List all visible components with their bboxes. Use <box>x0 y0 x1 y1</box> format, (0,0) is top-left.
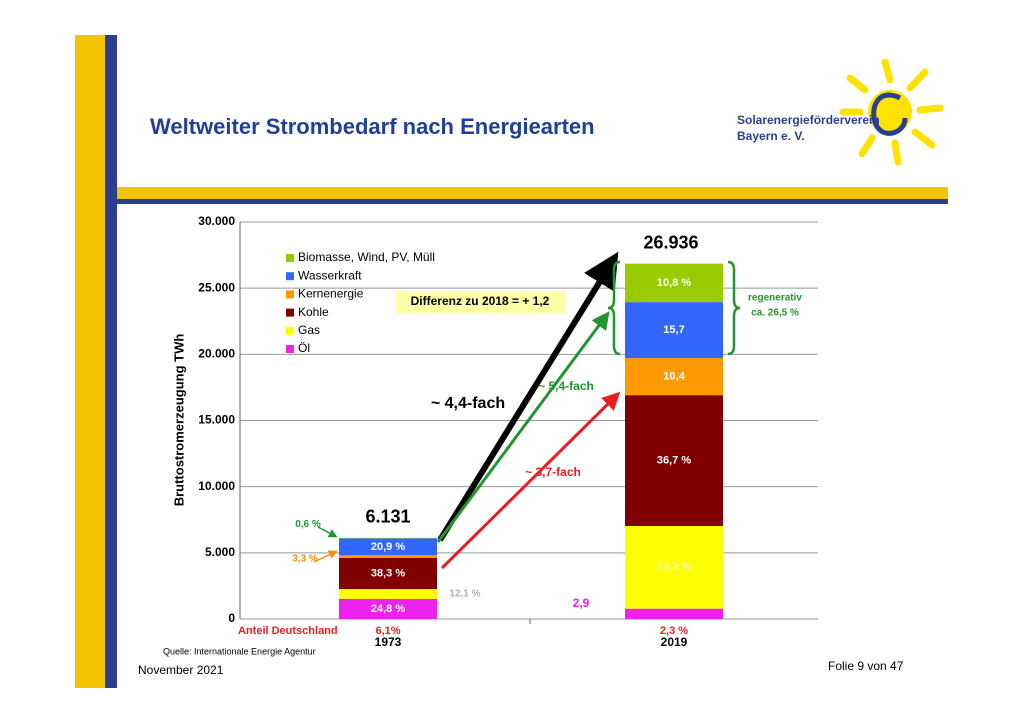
arrow-fossil <box>440 391 621 570</box>
legend-swatch <box>286 272 294 281</box>
segment-label: 20,9 % <box>371 541 405 553</box>
legend-swatch <box>286 326 294 335</box>
logo <box>839 58 944 166</box>
legend-label: Kohle <box>298 305 329 319</box>
bar-segment <box>339 598 437 619</box>
segment-label: 38,3 % <box>371 567 405 579</box>
legend-label: Gas <box>298 323 320 337</box>
legend-swatch <box>286 254 294 262</box>
difference-box <box>395 291 565 313</box>
side-bar-blue <box>105 35 117 688</box>
bar-segment <box>625 395 723 526</box>
arrow-total <box>437 251 619 542</box>
band-yellow <box>117 187 948 199</box>
annotation: Differenz zu 2018 = + 1,2 <box>411 294 550 308</box>
bar-segment <box>625 302 723 359</box>
annotation: ~ 5,4-fach <box>538 379 594 393</box>
y-tick-label: 20.000 <box>198 347 235 361</box>
segment-label: 36,7 % <box>657 454 691 466</box>
segment-label: 12,1 % <box>449 589 480 600</box>
segment-label: 10,8 % <box>657 277 691 289</box>
brace-right <box>727 260 741 356</box>
logo-text: Solarenergieförderverein <box>737 113 880 127</box>
legend-label: Öl <box>298 341 310 355</box>
legend-swatch <box>286 308 294 317</box>
source: Quelle: Internationale Energie Agentur <box>163 646 316 656</box>
date: November 2021 <box>138 663 224 677</box>
segment-label: 3,3 % <box>292 553 318 564</box>
pointer <box>317 526 338 538</box>
legend-swatch <box>286 290 294 299</box>
legend-label: Biomasse, Wind, PV, Müll <box>298 250 435 264</box>
y-tick-label: 30.000 <box>198 214 235 228</box>
legend-swatch <box>286 345 294 353</box>
bar-segment <box>625 263 723 303</box>
arrow-renewable <box>436 311 610 543</box>
y-tick-label: 5.000 <box>205 545 235 559</box>
bar-segment <box>339 555 437 558</box>
x-tick-label: 2019 <box>661 635 688 649</box>
brace-left <box>607 260 621 356</box>
germany-label: Anteil Deutschland <box>238 625 338 637</box>
segment-label: 15,7 <box>663 324 684 336</box>
band-blue <box>117 199 948 204</box>
bar-segment <box>339 589 437 599</box>
segment-label: 0,6 % <box>295 519 321 530</box>
segment-label: 24,8 % <box>371 603 405 615</box>
y-tick-label: 25.000 <box>198 280 235 294</box>
bar-segment <box>339 538 437 556</box>
slide-title: Weltweiter Strombedarf nach Energiearten <box>150 114 595 139</box>
bar-segment <box>339 557 437 590</box>
total-label: 6.131 <box>365 507 410 527</box>
segment-label: 10,4 <box>663 371 685 383</box>
bar-segment <box>625 358 723 396</box>
y-tick-label: 10.000 <box>198 479 235 493</box>
segment-label: 23,2 % <box>657 561 691 573</box>
germany-share: 6,1% <box>375 625 400 637</box>
y-tick-label: 0 <box>228 611 235 625</box>
y-axis-label: Bruttostromerzeugung TWh <box>171 334 186 507</box>
annotation: ca. 26,5 % <box>751 308 799 319</box>
bar-segment <box>625 525 723 609</box>
germany-share: 2,3 % <box>660 625 688 637</box>
total-label: 26.936 <box>643 232 698 252</box>
annotation: ~ 3,7-fach <box>525 465 581 479</box>
legend-label: Wasserkraft <box>298 268 362 282</box>
page-number: Folie 9 von 47 <box>828 659 904 673</box>
side-bar-yellow <box>75 35 105 688</box>
annotation: ~ 4,4-fach <box>431 395 505 412</box>
y-tick-label: 15.000 <box>198 413 235 427</box>
annotation: regenerativ <box>748 293 802 304</box>
logo-text: Bayern e. V. <box>737 129 805 143</box>
bar-segment <box>625 608 723 619</box>
legend-label: Kernenergie <box>298 287 364 301</box>
pointer <box>313 550 338 563</box>
x-tick-label: 1973 <box>375 635 402 649</box>
chart: 0 5.000 10.000 15.000 20.000 25.000 30.000 24,8… <box>198 214 818 649</box>
segment-label: 2,9 <box>573 596 590 610</box>
